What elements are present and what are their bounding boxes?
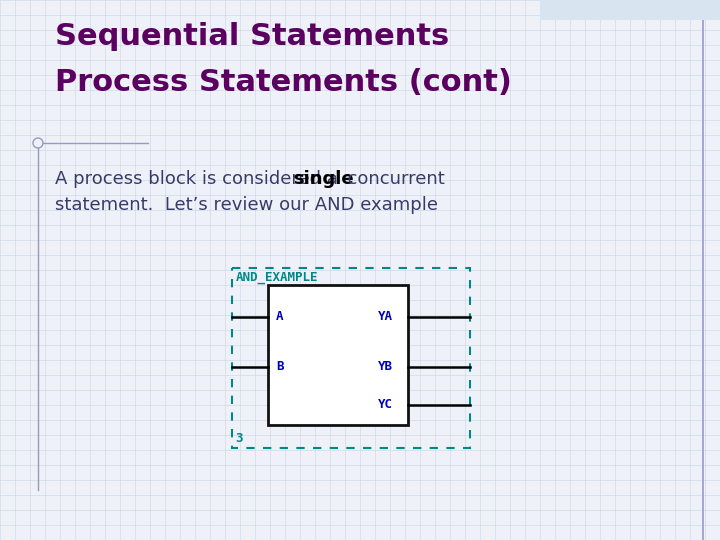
Text: statement.  Let’s review our AND example: statement. Let’s review our AND example	[55, 196, 438, 214]
Text: YC: YC	[378, 399, 393, 411]
Bar	[232, 268, 470, 448]
Text: 3: 3	[235, 432, 243, 445]
Text: B: B	[276, 361, 284, 374]
Text: single: single	[293, 170, 354, 188]
Text: A: A	[276, 310, 284, 323]
Text: A process block is considered a: A process block is considered a	[55, 170, 343, 188]
Bar	[540, 0, 720, 20]
Text: AND_EXAMPLE: AND_EXAMPLE	[236, 271, 318, 284]
Bar	[268, 285, 408, 425]
Text: YA: YA	[378, 310, 393, 323]
Text: YB: YB	[378, 361, 393, 374]
Text: Sequential Statements: Sequential Statements	[55, 22, 449, 51]
Text: Process Statements (cont): Process Statements (cont)	[55, 68, 512, 97]
Text: concurrent: concurrent	[336, 170, 445, 188]
